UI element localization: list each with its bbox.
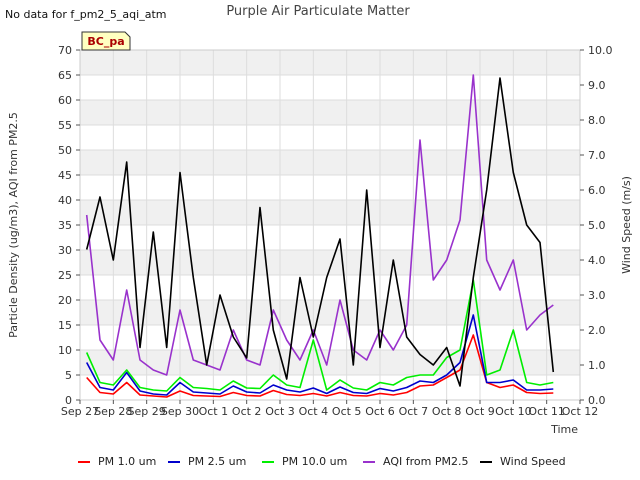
legend-label: PM 10.0 um bbox=[282, 455, 347, 468]
series-line-pm-10-0-um bbox=[85, 279, 554, 392]
y-tick-label: 25 bbox=[58, 269, 72, 282]
legend-label: Wind Speed bbox=[500, 455, 566, 468]
site-badge-label: BC_pa bbox=[87, 35, 124, 48]
x-tick-label: Sep 29 bbox=[128, 405, 166, 418]
chart-title: Purple Air Particulate Matter bbox=[226, 4, 410, 19]
y2-tick-label: 2.0 bbox=[588, 324, 606, 337]
y-tick-label: 30 bbox=[58, 244, 72, 257]
plot-band bbox=[80, 250, 580, 275]
series-line-pm-2-5-um bbox=[85, 314, 554, 396]
legend-label: AQI from PM2.5 bbox=[383, 455, 468, 468]
plot-band bbox=[80, 50, 580, 75]
y-tick-label: 55 bbox=[58, 119, 72, 132]
x-tick-label: Oct 11 bbox=[528, 405, 565, 418]
x-tick-label: Oct 2 bbox=[232, 405, 262, 418]
y-axis-ticks: 0 5 10 15 20 25 30 35 40 45 50 55 60 65 70 bbox=[58, 44, 80, 407]
y-tick-label: 65 bbox=[58, 69, 72, 82]
y2-axis-ticks: 0.0 1.0 2.0 3.0 4.0 5.0 6.0 7.0 8.0 9.0 10.0 bbox=[580, 44, 613, 407]
series-lines bbox=[85, 74, 555, 398]
x-tick-label: Sep 30 bbox=[161, 405, 199, 418]
x-tick-label: Oct 12 bbox=[562, 405, 599, 418]
y2-tick-label: 7.0 bbox=[588, 149, 606, 162]
y2-axis-label: Wind Speed (m/s) bbox=[620, 176, 633, 274]
y-tick-label: 20 bbox=[58, 294, 72, 307]
x-axis-label: Time bbox=[550, 423, 578, 436]
x-tick-label: Oct 4 bbox=[299, 405, 329, 418]
plot-band bbox=[80, 150, 580, 175]
y-tick-label: 50 bbox=[58, 144, 72, 157]
x-tick-label: Oct 1 bbox=[199, 405, 229, 418]
x-tick-label: Oct 6 bbox=[365, 405, 395, 418]
x-tick-label: Sep 27 bbox=[61, 405, 99, 418]
legend: PM 1.0 um PM 2.5 um PM 10.0 um AQI from PM2… bbox=[78, 455, 566, 468]
y-tick-label: 15 bbox=[58, 319, 72, 332]
x-tick-label: Oct 10 bbox=[495, 405, 532, 418]
x-tick-label: Oct 7 bbox=[399, 405, 429, 418]
y2-tick-label: 0.0 bbox=[588, 394, 606, 407]
plot-band bbox=[80, 200, 580, 225]
y2-tick-label: 8.0 bbox=[588, 114, 606, 127]
y-tick-label: 5 bbox=[65, 369, 72, 382]
x-tick-label: Oct 5 bbox=[332, 405, 362, 418]
y-axis-label: Particle Density (ug/m3), AQI from PM2.5 bbox=[7, 112, 20, 338]
site-badge: BC_pa bbox=[81, 31, 131, 51]
y2-tick-label: 5.0 bbox=[588, 219, 606, 232]
y-tick-label: 40 bbox=[58, 194, 72, 207]
site-badge-shape bbox=[81, 31, 131, 51]
no-data-note: No data for f_pm2_5_aqi_atm bbox=[5, 8, 166, 21]
series-line-pm-1-0-um bbox=[86, 334, 554, 398]
y-tick-label: 45 bbox=[58, 169, 72, 182]
y2-tick-label: 4.0 bbox=[588, 254, 606, 267]
x-tick-label: Oct 8 bbox=[432, 405, 462, 418]
y-tick-label: 10 bbox=[58, 344, 72, 357]
y2-tick-label: 10.0 bbox=[588, 44, 613, 57]
y-tick-label: 35 bbox=[58, 219, 72, 232]
series-line-aqi-from-pm2-5 bbox=[85, 74, 554, 376]
y2-tick-label: 9.0 bbox=[588, 79, 606, 92]
y2-tick-label: 6.0 bbox=[588, 184, 606, 197]
y-tick-label: 0 bbox=[65, 394, 72, 407]
legend-label: PM 2.5 um bbox=[188, 455, 246, 468]
x-tick-label: Sep 28 bbox=[94, 405, 132, 418]
series-line-wind-speed bbox=[85, 77, 555, 387]
y-tick-label: 60 bbox=[58, 94, 72, 107]
plot-band bbox=[80, 300, 580, 325]
y2-tick-label: 3.0 bbox=[588, 289, 606, 302]
y2-tick-label: 1.0 bbox=[588, 359, 606, 372]
x-tick-label: Oct 3 bbox=[265, 405, 295, 418]
y-tick-label: 70 bbox=[58, 44, 72, 57]
legend-label: PM 1.0 um bbox=[98, 455, 156, 468]
x-tick-label: Oct 9 bbox=[465, 405, 495, 418]
